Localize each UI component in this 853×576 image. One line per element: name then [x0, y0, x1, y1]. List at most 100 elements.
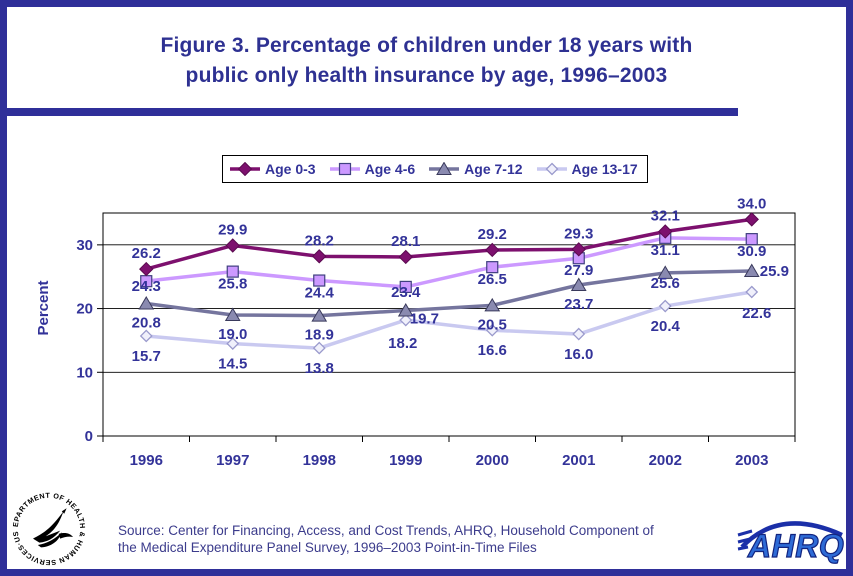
legend-item-age-4-6: Age 4-6	[329, 161, 416, 177]
data-label: 20.4	[651, 318, 681, 335]
x-tick-label: 2003	[735, 452, 768, 469]
legend-label: Age 4-6	[364, 161, 416, 177]
title-divider-bar	[0, 108, 738, 116]
series-line-age-13-17	[144, 290, 754, 350]
marker-square-icon	[338, 162, 351, 176]
data-label: 20.5	[478, 316, 507, 333]
data-label: 22.6	[742, 305, 771, 322]
y-tick-label: 0	[85, 428, 93, 445]
data-label: 16.0	[564, 346, 593, 363]
data-label: 24.4	[305, 285, 335, 302]
x-tick-label: 2000	[476, 452, 509, 469]
data-label: 26.5	[478, 271, 507, 288]
hhs-department-seal-logo: DEPARTMENT OF HEALTH & HUMAN SERVICES·US…	[9, 489, 87, 567]
marker-open-diamond-icon	[572, 327, 586, 341]
marker-open-diamond-icon	[139, 329, 153, 343]
y-tick-label: 10	[76, 364, 93, 381]
data-label: 34.0	[737, 195, 766, 212]
legend-item-age-0-3: Age 0-3	[229, 161, 316, 177]
marker-square-icon	[226, 265, 239, 278]
data-label: 16.6	[478, 342, 507, 359]
data-label: 18.2	[388, 335, 417, 352]
legend-swatch-svg	[230, 161, 260, 177]
marker-triangle-icon	[484, 297, 501, 312]
data-label: 13.8	[305, 360, 334, 377]
data-label: 28.1	[391, 233, 420, 250]
data-label: 29.9	[218, 221, 247, 238]
ahrq-speed-stripes	[737, 529, 753, 551]
legend-swatch-svg	[536, 162, 567, 176]
series-line-age-7-12	[144, 269, 754, 318]
marker-triangle-icon	[436, 161, 453, 175]
legend-marker-open-diamond-icon	[536, 162, 568, 176]
ahrq-logo: AHRQ	[737, 521, 844, 565]
data-label: 29.3	[564, 225, 593, 242]
marker-diamond-icon	[139, 261, 154, 277]
marker-triangle-icon	[311, 308, 328, 322]
marker-open-diamond-icon	[658, 299, 672, 313]
marker-open-diamond-icon	[545, 162, 558, 176]
marker-open-diamond-icon	[745, 285, 759, 299]
x-tick-label: 1996	[130, 452, 163, 469]
eagle-icon	[33, 508, 73, 548]
source-line2: the Medical Expenditure Panel Survey, 19…	[118, 540, 537, 555]
marker-triangle-icon	[657, 265, 674, 279]
data-label: 19.0	[218, 326, 247, 343]
legend-marker-diamond-icon	[229, 161, 261, 177]
marker-open-diamond-icon	[399, 313, 413, 327]
legend-item-age-13-17: Age 13-17	[536, 161, 638, 177]
legend-label: Age 0-3	[265, 161, 316, 177]
y-tick-label: 20	[76, 301, 93, 318]
marker-diamond-icon	[398, 249, 413, 265]
marker-diamond-icon	[312, 249, 327, 264]
x-tick-label: 2001	[562, 452, 595, 469]
marker-diamond-icon	[744, 212, 759, 227]
marker-triangle-icon	[570, 277, 587, 291]
data-label: 24.3	[132, 278, 161, 295]
marker-square-icon	[313, 274, 326, 287]
chart-legend: Age 0-3 Age 4-6 Age 7-12 Age 13-17	[222, 155, 648, 183]
x-tick-label: 2002	[649, 452, 682, 469]
marker-square-icon	[399, 280, 412, 294]
source-line1: Source: Center for Financing, Access, an…	[118, 523, 654, 538]
marker-diamond-icon	[237, 161, 253, 177]
marker-diamond-icon	[658, 224, 673, 239]
data-label: 19.7	[410, 310, 439, 327]
data-label: 25.9	[760, 263, 789, 280]
y-tick-label: 30	[76, 237, 93, 254]
page-title-line1: Figure 3. Percentage of children under 1…	[160, 34, 693, 57]
data-label: 32.1	[651, 207, 680, 224]
marker-open-diamond-icon	[312, 341, 326, 355]
marker-diamond-icon	[485, 242, 500, 258]
marker-triangle-icon	[743, 263, 760, 277]
page-title-line2: public only health insurance by age, 199…	[185, 64, 668, 87]
data-label: 25.6	[651, 275, 680, 292]
x-tick-label: 1999	[389, 452, 422, 469]
marker-diamond-icon	[571, 242, 586, 257]
marker-triangle-icon	[138, 295, 155, 310]
marker-triangle-icon	[224, 307, 241, 321]
data-label: 18.9	[305, 327, 334, 344]
data-label: 15.7	[132, 348, 161, 365]
data-label: 31.1	[651, 242, 680, 259]
ahrq-swoosh	[740, 521, 843, 549]
marker-open-diamond-icon	[485, 323, 499, 337]
marker-square-icon	[486, 261, 499, 274]
legend-item-age-7-12: Age 7-12	[428, 161, 523, 177]
data-label: 27.9	[564, 262, 593, 279]
legend-swatch-svg	[429, 161, 460, 175]
legend-marker-triangle-icon	[428, 161, 460, 176]
data-label: 30.9	[737, 243, 766, 260]
legend-label: Age 7-12	[464, 161, 523, 177]
data-label: 20.8	[132, 314, 161, 331]
series-line-age-4-6	[144, 236, 754, 289]
data-label: 26.2	[132, 245, 161, 262]
x-tick-label: 1997	[216, 452, 249, 469]
ahrq-wordmark: AHRQ	[747, 528, 844, 564]
marker-open-diamond-icon	[226, 337, 240, 351]
data-label: 14.5	[218, 356, 247, 373]
data-label: 23.4	[391, 284, 421, 301]
data-label: 28.2	[305, 232, 334, 249]
marker-square-icon	[745, 233, 758, 246]
